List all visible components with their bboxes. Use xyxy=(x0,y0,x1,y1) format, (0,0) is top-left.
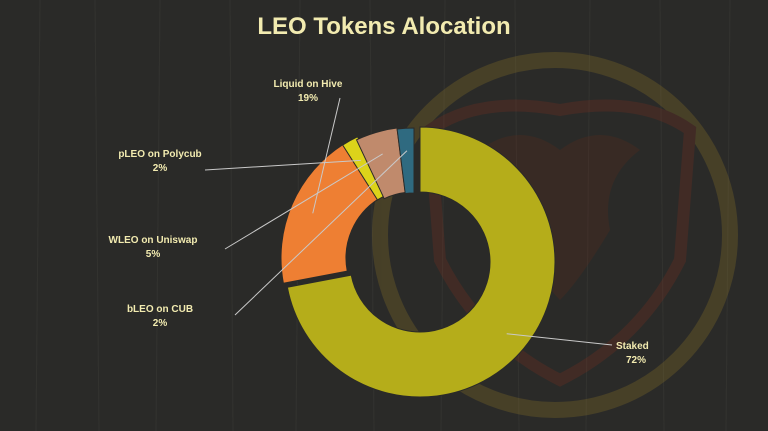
slice-value-label: 72% xyxy=(626,355,646,366)
slice-label: bLEO on CUB xyxy=(127,304,193,315)
leader-line xyxy=(312,97,341,214)
data-labels: Staked 72% Liquid on Hive 19% pLEO on Polycu… xyxy=(109,79,649,366)
slice-label: Staked xyxy=(616,341,649,352)
slice-label: WLEO on Uniswap xyxy=(109,235,198,246)
leader-line xyxy=(204,159,361,171)
leader-line xyxy=(506,333,613,346)
leader-lines xyxy=(204,97,613,346)
slice-value-label: 19% xyxy=(298,93,318,104)
leader-line xyxy=(224,153,383,250)
slice-staked xyxy=(286,126,556,398)
leader-line xyxy=(234,150,408,316)
slice-liquid-on-hive xyxy=(280,143,380,284)
chart-title: LEO Tokens Alocation xyxy=(257,13,510,40)
slice-value-label: 2% xyxy=(153,318,168,329)
donut-slices xyxy=(280,126,556,398)
slice-label: pLEO on Polycub xyxy=(118,149,201,160)
slice-label: Liquid on Hive xyxy=(274,79,343,90)
slice-value-label: 2% xyxy=(153,163,168,174)
slice-bleo-on-cub xyxy=(396,127,415,195)
slice-value-label: 5% xyxy=(146,249,161,260)
